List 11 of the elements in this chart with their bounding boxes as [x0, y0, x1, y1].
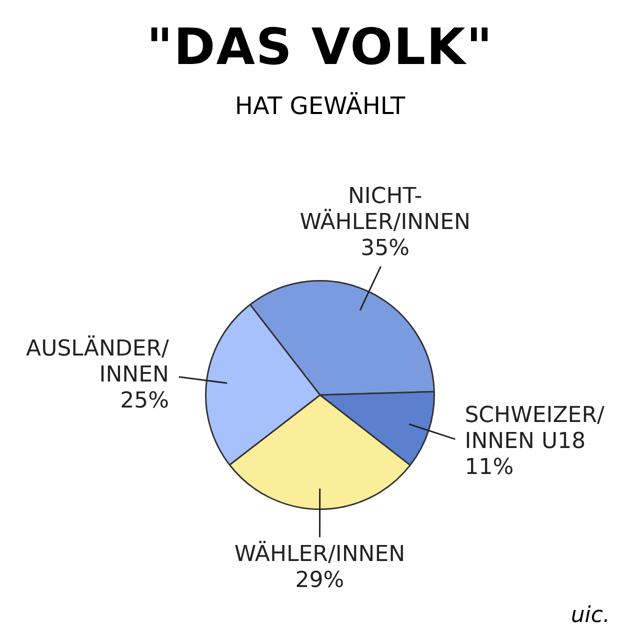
- text: uic.: [570, 603, 610, 628]
- slice-label: WÄHLER/INNEN: [234, 540, 406, 567]
- slice-label: AUSLÄNDER/ INNEN: [26, 334, 170, 388]
- slice-label: SCHWEIZER/ INNEN U18: [464, 403, 605, 454]
- slice-label: NICHT- WÄHLER/INNEN: [300, 184, 470, 236]
- data-label: 35%: [360, 236, 410, 262]
- data-label: 29%: [295, 568, 344, 593]
- data-label: 11%: [464, 455, 514, 480]
- chart-subtitle: HAT GEWÄHLT: [234, 92, 406, 120]
- data-label: 25%: [120, 388, 169, 414]
- chart-title: "DAS VOLK": [146, 18, 494, 76]
